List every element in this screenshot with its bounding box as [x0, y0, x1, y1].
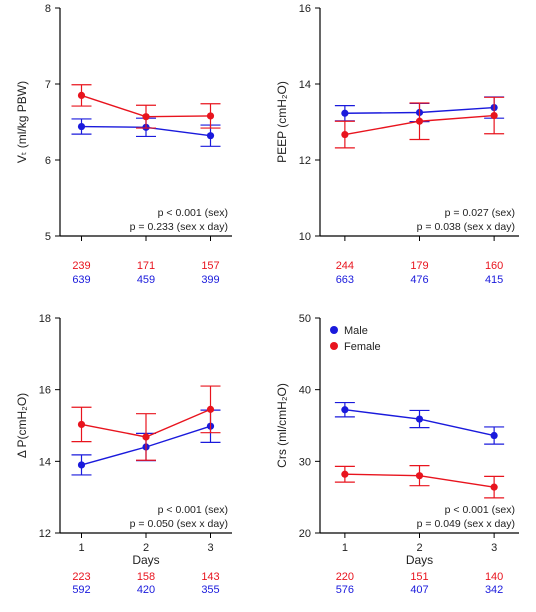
male-count-label: 663 [336, 274, 354, 286]
x-tick-label: 2 [143, 542, 149, 554]
female-count-label: 220 [336, 571, 354, 583]
p-value-annotation: p < 0.001 (sex) [158, 207, 228, 219]
y-tick-label: 16 [299, 3, 311, 15]
female-count-label: 143 [201, 571, 219, 583]
x-tick-label: 2 [416, 542, 422, 554]
y-tick-label: 18 [39, 313, 51, 325]
male-count-label: 476 [410, 274, 428, 286]
female-count-label: 179 [410, 260, 428, 272]
female-data-point [206, 112, 215, 120]
y-tick-label: 50 [299, 313, 311, 325]
female-data-point [142, 113, 150, 121]
male-data-point [206, 132, 215, 140]
p-value-annotation: p = 0.233 (sex x day) [130, 221, 228, 233]
female-count-label: 158 [137, 571, 155, 583]
female-count-label: 223 [72, 571, 90, 583]
female-data-point [415, 117, 424, 125]
male-count-label: 459 [137, 274, 155, 286]
y-tick-label: 8 [45, 3, 51, 15]
female-data-point [77, 91, 86, 99]
y-axis-label: Δ P(cmH₂O) [15, 393, 29, 458]
p-value-annotation: p < 0.001 (sex) [158, 504, 228, 516]
female-data-point [490, 111, 498, 120]
female-count-label: 239 [72, 260, 90, 272]
y-tick-label: 6 [45, 155, 51, 167]
male-data-point [490, 431, 498, 440]
y-tick-label: 12 [39, 528, 51, 540]
y-tick-label: 7 [45, 79, 51, 91]
female-count-label: 244 [336, 260, 354, 272]
female-count-label: 160 [485, 260, 503, 272]
y-axis-label: Crs (ml/cmH₂O) [275, 383, 289, 468]
female-data-point [77, 420, 86, 429]
legend-marker-female [330, 342, 338, 350]
y-tick-label: 14 [299, 79, 311, 91]
male-data-point [341, 406, 349, 414]
p-value-annotation: p = 0.027 (sex) [445, 207, 515, 219]
y-axis-label: Vₜ (ml/kg PBW) [15, 81, 29, 163]
male-data-point [77, 122, 86, 131]
legend-label-male: Male [344, 325, 368, 337]
legend-marker-male [330, 326, 338, 334]
y-tick-label: 12 [299, 155, 311, 167]
male-count-label: 639 [72, 274, 90, 286]
male-count-label: 399 [201, 274, 219, 286]
female-data-point [142, 433, 150, 441]
p-value-annotation: p < 0.001 (sex) [445, 504, 515, 516]
female-data-point [206, 405, 215, 413]
x-tick-label: 3 [207, 542, 213, 554]
y-axis-label: PEEP (cmH₂O) [275, 81, 289, 163]
p-value-annotation: p = 0.050 (sex x day) [130, 518, 228, 530]
p-value-annotation: p = 0.038 (sex x day) [417, 221, 515, 233]
female-data-point [341, 130, 349, 139]
x-axis-label: Days [132, 553, 159, 567]
female-count-label: 140 [485, 571, 503, 583]
female-count-label: 157 [201, 260, 219, 272]
x-tick-label: 3 [491, 542, 497, 554]
female-data-point [490, 483, 498, 491]
y-tick-label: 20 [299, 528, 311, 540]
female-count-label: 151 [410, 571, 428, 583]
y-tick-label: 5 [45, 231, 51, 243]
y-tick-label: 30 [299, 456, 311, 468]
male-count-label: 342 [485, 584, 503, 596]
male-count-label: 592 [72, 584, 90, 596]
x-tick-label: 1 [342, 542, 348, 554]
y-tick-label: 40 [299, 385, 311, 397]
female-data-point [415, 472, 424, 480]
p-value-annotation: p = 0.049 (sex x day) [417, 518, 515, 530]
y-tick-label: 16 [39, 385, 51, 397]
male-count-label: 420 [137, 584, 155, 596]
male-data-point [415, 415, 424, 423]
male-count-label: 355 [201, 584, 219, 596]
y-tick-label: 14 [39, 456, 51, 468]
legend-label-female: Female [344, 341, 381, 353]
male-count-label: 407 [410, 584, 428, 596]
male-data-point [77, 461, 86, 469]
x-axis-label: Days [406, 553, 433, 567]
female-data-point [341, 470, 349, 478]
male-data-point [341, 109, 349, 117]
male-count-label: 415 [485, 274, 503, 286]
female-count-label: 171 [137, 260, 155, 272]
x-tick-label: 1 [78, 542, 84, 554]
male-count-label: 576 [336, 584, 354, 596]
y-tick-label: 10 [299, 231, 311, 243]
